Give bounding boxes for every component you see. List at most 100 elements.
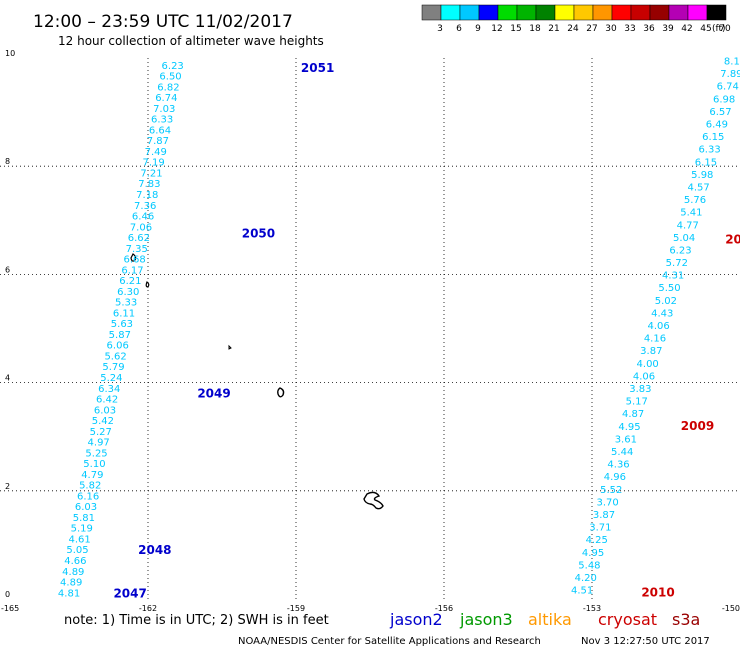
wave-height-value: 6.34 [98, 384, 120, 395]
y-tick-label: 6 [5, 265, 10, 274]
colorbar-label: 3 [437, 24, 443, 34]
wave-height-value: 6.50 [159, 72, 181, 83]
wave-height-value: 5.62 [104, 351, 126, 362]
colorbar-swatch [687, 4, 708, 21]
chart-title: 12:00 – 23:59 UTC 11/02/2017 [33, 12, 293, 32]
wave-height-value: 5.25 [85, 448, 107, 459]
wave-height-value: 5.98 [691, 170, 713, 181]
colorbar-label: 36 [643, 24, 655, 34]
y-tick-label: 4 [5, 374, 10, 383]
wave-height-value: 4.87 [622, 409, 644, 420]
colorbar-label: 70 [719, 24, 731, 34]
island-outline [277, 387, 285, 398]
colorbar-label: 18 [529, 24, 541, 34]
wave-height-value: 5.50 [658, 283, 680, 294]
colorbar-swatch [421, 4, 442, 21]
wave-height-value: 4.89 [62, 567, 84, 578]
wave-height-value: 4.79 [81, 470, 103, 481]
wave-height-value: 3.70 [596, 497, 618, 508]
wave-height-value: 6.62 [128, 233, 150, 244]
colorbar-swatch [554, 4, 575, 21]
wave-height-value: 4.25 [586, 535, 608, 546]
wave-height-value: 4.97 [88, 438, 110, 449]
wave-height-value: 5.44 [611, 447, 633, 458]
wave-height-value: 4.57 [688, 182, 710, 193]
wave-height-value: 6.64 [149, 125, 171, 136]
wave-height-value: 6.23 [162, 61, 184, 72]
wave-height-value: 4.66 [64, 556, 86, 567]
wave-height-value: 6.03 [75, 502, 97, 513]
colorbar-label: 30 [605, 24, 617, 34]
satellite-legend-cryosat: cryosat [598, 610, 657, 629]
wave-height-value: 4.51 [571, 586, 593, 597]
colorbar-label: 42 [681, 24, 692, 34]
pass-number-label: 2050 [242, 227, 275, 241]
wave-height-value: 4.81 [58, 588, 80, 599]
wave-height-value: 6.03 [94, 405, 116, 416]
hawaii-islands-outline [363, 491, 384, 510]
wave-height-value: 6.33 [698, 145, 720, 156]
wave-height-value: 4.06 [633, 371, 655, 382]
y-tick-label: 10 [5, 49, 15, 58]
colorbar-swatch [535, 4, 556, 21]
wave-height-value: 7.19 [143, 158, 165, 169]
wave-height-value: 5.33 [115, 298, 137, 309]
colorbar-swatch [516, 4, 537, 21]
wave-height-value: 3.71 [589, 523, 611, 534]
x-tick-label: -159 [287, 604, 305, 613]
x-tick-label: -162 [139, 604, 157, 613]
wave-height-value: 7.49 [145, 147, 167, 158]
wave-height-value: 5.27 [90, 427, 112, 438]
colorbar-label: 21 [548, 24, 559, 34]
wave-height-value: 4.95 [582, 548, 604, 559]
wave-height-value: 4.31 [662, 271, 684, 282]
colorbar-label: 15 [510, 24, 521, 34]
pass-number-label: 2048 [138, 543, 171, 557]
colorbar-swatch [459, 4, 480, 21]
wave-height-value: 6.98 [713, 94, 735, 105]
wave-height-value: 4.95 [618, 422, 640, 433]
island-outline [130, 253, 137, 262]
wave-height-value: 3.61 [615, 434, 637, 445]
wave-height-value: 7.21 [140, 168, 162, 179]
observation-tracks: 4.814.894.894.665.054.615.195.816.036.16… [58, 56, 740, 599]
wave-height-value: 5.82 [79, 481, 101, 492]
wave-height-value: 4.77 [677, 220, 699, 231]
grid-lines [0, 58, 740, 599]
wave-height-value: 6.42 [96, 395, 118, 406]
satellite-legend-jason2: jason2 [389, 610, 443, 629]
satellite-legend-jason3: jason3 [459, 610, 513, 629]
wave-height-value: 4.20 [575, 573, 597, 584]
wave-height-value: 6.17 [121, 265, 143, 276]
wave-height-value: 4.61 [69, 534, 91, 545]
colorbar-legend: 3 6 9 12 15 18 21 24 27 30 33 36 39 42 45 70(ft) [421, 4, 731, 34]
wave-height-value: 6.06 [107, 341, 129, 352]
satellite-legend-s3a: s3a [672, 610, 700, 629]
wave-height-value: 5.72 [666, 258, 688, 269]
wave-height-value: 7.03 [153, 104, 175, 115]
wave-height-value: 5.76 [684, 195, 706, 206]
pass-labels: 2047 2048 2049 2050 2051 2010 2009 2008 [113, 61, 740, 600]
footnote: note: 1) Time is in UTC; 2) SWH is in fe… [64, 613, 329, 628]
wave-height-value: 5.81 [73, 513, 95, 524]
wave-height-value: 4.06 [647, 321, 669, 332]
wave-height-value: 7.87 [147, 136, 169, 147]
wave-height-value: 5.63 [111, 319, 133, 330]
x-tick-label: -156 [435, 604, 453, 613]
colorbar-label: 24 [567, 24, 579, 34]
colorbar-swatch [630, 4, 651, 21]
wave-height-value: 8.14 [724, 56, 740, 67]
wave-height-value: 6.49 [706, 119, 728, 130]
wave-height-value: 4.89 [60, 578, 82, 589]
wave-height-value: 5.24 [100, 373, 122, 384]
wave-height-value: 6.30 [117, 287, 139, 298]
island-outline [145, 281, 150, 288]
wave-height-value: 6.82 [157, 82, 179, 93]
pass-number-label: 2049 [197, 387, 230, 401]
wave-height-value: 5.17 [626, 397, 648, 408]
wave-height-value: 6.15 [695, 157, 717, 168]
colorbar-label: 33 [624, 24, 635, 34]
colorbar-swatch [611, 4, 632, 21]
wave-height-value: 7.36 [134, 201, 156, 212]
